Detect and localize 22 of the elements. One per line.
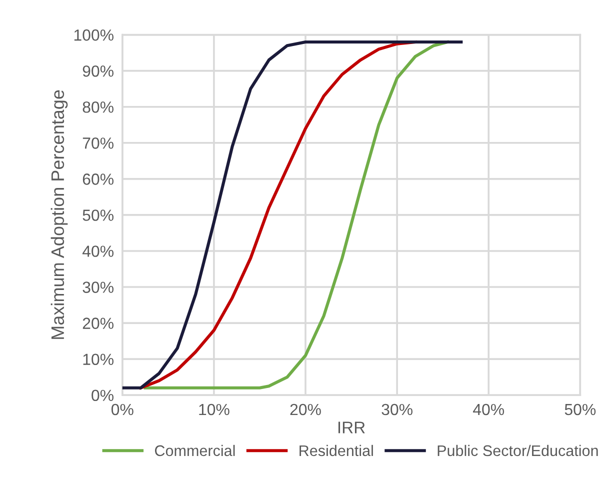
x-axis-title: IRR xyxy=(338,422,365,434)
y-tick-label: 60% xyxy=(82,174,114,185)
y-tick-label: 30% xyxy=(82,282,114,293)
y-tick-label: 0% xyxy=(92,390,114,402)
x-tick-label: 10% xyxy=(199,404,230,416)
y-tick-label: 100% xyxy=(74,29,114,41)
x-tick-label: 20% xyxy=(290,404,321,416)
x-tick-label: 50% xyxy=(564,404,596,416)
x-tick-label: 30% xyxy=(382,404,412,416)
y-tick-label: 90% xyxy=(82,65,114,77)
y-tick-label: 10% xyxy=(83,354,114,366)
y-axis-title: Maximum Adoption Percentage xyxy=(50,90,68,339)
y-tick-label: 80% xyxy=(82,101,114,113)
y-tick-label: 50% xyxy=(82,210,114,221)
x-tick-label: 0% xyxy=(111,404,134,416)
legend-label: Public Sector/Education xyxy=(438,444,598,456)
y-tick-label: 20% xyxy=(82,318,114,329)
y-tick-label: 70% xyxy=(82,138,114,149)
legend-label: Commercial xyxy=(155,444,235,456)
y-tick-label: 40% xyxy=(82,246,114,257)
x-tick-label: 40% xyxy=(473,404,504,416)
legend-label: Residential xyxy=(300,444,373,456)
